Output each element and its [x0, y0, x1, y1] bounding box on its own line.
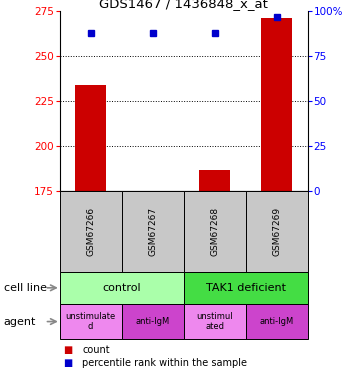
- Text: count: count: [82, 345, 110, 355]
- Bar: [60, 191, 122, 272]
- Text: percentile rank within the sample: percentile rank within the sample: [82, 358, 247, 368]
- Bar: [184, 191, 246, 272]
- Title: GDS1467 / 1436848_x_at: GDS1467 / 1436848_x_at: [99, 0, 268, 10]
- Bar: [199, 170, 230, 191]
- Text: ■: ■: [63, 345, 72, 355]
- Text: agent: agent: [4, 316, 36, 327]
- Bar: [261, 18, 293, 191]
- Text: unstimulate
d: unstimulate d: [65, 312, 116, 331]
- Text: unstimul
ated: unstimul ated: [196, 312, 233, 331]
- Text: cell line: cell line: [4, 283, 47, 293]
- Text: GSM67269: GSM67269: [272, 207, 281, 256]
- Text: anti-IgM: anti-IgM: [260, 317, 294, 326]
- Text: anti-IgM: anti-IgM: [135, 317, 170, 326]
- Text: GSM67266: GSM67266: [86, 207, 95, 256]
- Bar: [60, 272, 184, 304]
- Text: GSM67268: GSM67268: [210, 207, 219, 256]
- Bar: [122, 304, 184, 339]
- Bar: [246, 304, 308, 339]
- Text: TAK1 deficient: TAK1 deficient: [206, 283, 286, 293]
- Text: control: control: [102, 283, 141, 293]
- Text: ■: ■: [63, 358, 72, 368]
- Bar: [184, 272, 308, 304]
- Bar: [246, 191, 308, 272]
- Bar: [60, 304, 122, 339]
- Bar: [122, 191, 184, 272]
- Text: GSM67267: GSM67267: [148, 207, 157, 256]
- Bar: [75, 85, 106, 191]
- Bar: [184, 304, 246, 339]
